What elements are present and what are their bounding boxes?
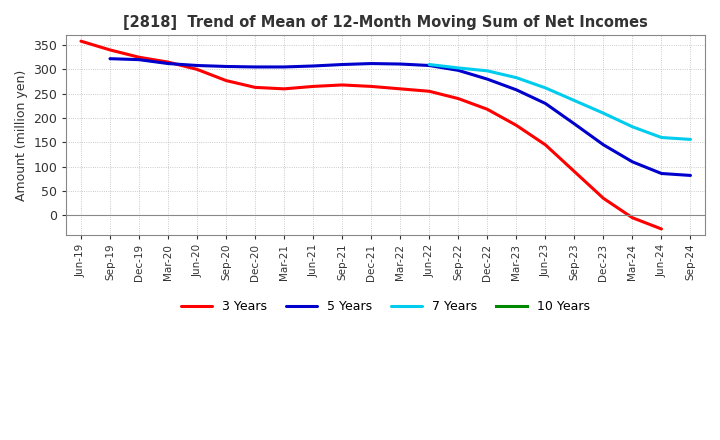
3 Years bbox=[396, 86, 405, 92]
5 Years bbox=[657, 171, 666, 176]
5 Years bbox=[193, 63, 202, 68]
Line: 7 Years: 7 Years bbox=[429, 65, 690, 139]
5 Years bbox=[686, 173, 695, 178]
3 Years bbox=[454, 96, 463, 101]
7 Years bbox=[657, 135, 666, 140]
3 Years bbox=[483, 106, 492, 112]
5 Years bbox=[570, 121, 579, 127]
5 Years bbox=[425, 63, 433, 68]
3 Years bbox=[367, 84, 376, 89]
7 Years bbox=[483, 68, 492, 73]
Y-axis label: Amount (million yen): Amount (million yen) bbox=[15, 70, 28, 201]
5 Years bbox=[483, 77, 492, 82]
3 Years bbox=[280, 86, 289, 92]
7 Years bbox=[454, 65, 463, 70]
5 Years bbox=[512, 87, 521, 92]
7 Years bbox=[599, 110, 608, 116]
Line: 3 Years: 3 Years bbox=[81, 41, 662, 229]
3 Years bbox=[222, 78, 230, 83]
5 Years bbox=[396, 62, 405, 67]
3 Years bbox=[338, 82, 346, 88]
7 Years bbox=[541, 85, 549, 91]
5 Years bbox=[135, 57, 143, 62]
7 Years bbox=[628, 124, 636, 129]
5 Years bbox=[106, 56, 114, 61]
3 Years bbox=[309, 84, 318, 89]
3 Years bbox=[541, 142, 549, 147]
Legend: 3 Years, 5 Years, 7 Years, 10 Years: 3 Years, 5 Years, 7 Years, 10 Years bbox=[176, 295, 595, 318]
5 Years bbox=[251, 64, 259, 70]
Title: [2818]  Trend of Mean of 12-Month Moving Sum of Net Incomes: [2818] Trend of Mean of 12-Month Moving … bbox=[123, 15, 648, 30]
5 Years bbox=[222, 64, 230, 69]
3 Years bbox=[193, 67, 202, 72]
3 Years bbox=[628, 215, 636, 220]
3 Years bbox=[251, 85, 259, 90]
7 Years bbox=[425, 62, 433, 67]
5 Years bbox=[163, 61, 172, 66]
5 Years bbox=[280, 64, 289, 70]
5 Years bbox=[309, 63, 318, 69]
3 Years bbox=[512, 123, 521, 128]
3 Years bbox=[163, 59, 172, 65]
3 Years bbox=[657, 226, 666, 231]
5 Years bbox=[338, 62, 346, 67]
3 Years bbox=[135, 55, 143, 60]
5 Years bbox=[367, 61, 376, 66]
3 Years bbox=[599, 196, 608, 201]
5 Years bbox=[599, 142, 608, 147]
Line: 5 Years: 5 Years bbox=[110, 59, 690, 176]
5 Years bbox=[628, 159, 636, 165]
3 Years bbox=[76, 39, 85, 44]
7 Years bbox=[686, 137, 695, 142]
7 Years bbox=[570, 98, 579, 103]
3 Years bbox=[106, 47, 114, 52]
7 Years bbox=[512, 75, 521, 80]
5 Years bbox=[541, 101, 549, 106]
5 Years bbox=[454, 68, 463, 73]
3 Years bbox=[425, 88, 433, 94]
3 Years bbox=[570, 169, 579, 174]
